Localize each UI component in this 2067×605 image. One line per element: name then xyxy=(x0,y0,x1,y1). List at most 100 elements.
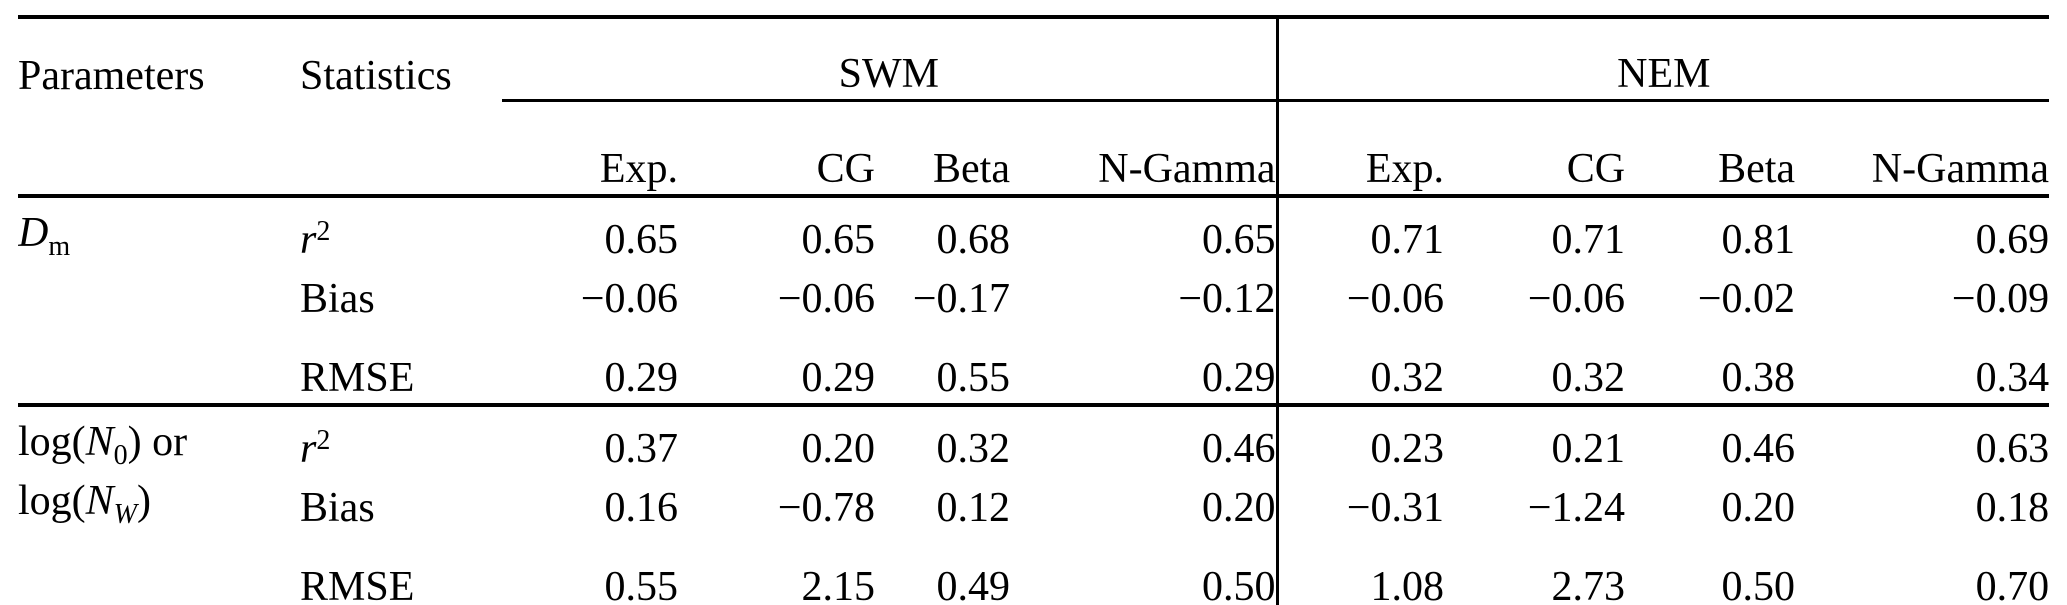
stat-label-r2: r2 xyxy=(300,196,502,265)
stat-symbol: r xyxy=(300,217,317,263)
stat-value-cell: 0.12 xyxy=(936,485,1011,531)
stat-label-rmse: RMSE xyxy=(300,324,502,407)
table-row: RMSE 0.29 0.29 0.55 0.29 0.32 0.32 0.38 … xyxy=(18,324,2050,407)
parameter-label-empty xyxy=(18,265,300,324)
parameter-group-logn: log(N0) or r2 0.37 0.20 0.32 0.46 0.23 0… xyxy=(18,405,2049,605)
header-cell-nem-beta: Beta xyxy=(1625,100,1796,198)
stat-value-cell: 0.69 xyxy=(1975,217,2050,263)
header-cell-swm-exp: Exp. xyxy=(502,100,678,198)
stat-value-cell: 0.32 xyxy=(936,426,1011,472)
table-row: log(NW) Bias 0.16 −0.78 0.12 0.20 −0.31 … xyxy=(18,474,2049,533)
parameter-text: ) xyxy=(137,478,151,524)
parameter-subscript: 0 xyxy=(113,440,128,471)
stat-value-cell: −0.31 xyxy=(1346,485,1445,531)
stat-value-cell: 0.50 xyxy=(1010,533,1279,605)
stat-value-cell: −0.06 xyxy=(1346,276,1445,322)
header-cell-nem-ngamma: N-Gamma xyxy=(1795,100,2050,198)
stat-value-cell: −0.06 xyxy=(580,276,678,322)
parameter-group-dm: Dm r2 0.65 0.65 0.68 0.65 0.71 0.71 0.81… xyxy=(18,196,2050,407)
stat-value-cell: 0.68 xyxy=(936,217,1011,263)
header-row-models: Exp. CG Beta N-Gamma Exp. CG Beta N-Gamm… xyxy=(18,100,2050,198)
stat-value-cell: 0.65 xyxy=(801,217,876,263)
stat-symbol: r xyxy=(300,426,317,472)
parameter-symbol: D xyxy=(18,210,49,256)
stat-value-cell: −0.17 xyxy=(912,276,1010,322)
stat-value-cell: 0.20 xyxy=(1721,485,1796,531)
stat-value-cell: 0.46 xyxy=(1721,426,1796,472)
stat-value-cell: 0.32 xyxy=(1444,324,1626,407)
stat-value-cell: 2.73 xyxy=(1551,564,1626,605)
stat-superscript: 2 xyxy=(316,216,331,247)
parameter-subscript: m xyxy=(48,231,71,262)
header-row-groups: Parameters Statistics SWM NEM xyxy=(18,17,2050,102)
stat-value-cell: 0.16 xyxy=(604,485,679,531)
stat-value-cell: 0.63 xyxy=(1975,426,2050,472)
stat-label-bias: Bias xyxy=(300,485,375,531)
stat-label-bias: Bias xyxy=(300,276,375,322)
table-header: Parameters Statistics SWM NEM Exp. CG Be… xyxy=(18,17,2050,198)
parameter-text: ) or xyxy=(127,419,188,465)
header-cell-swm-cg: CG xyxy=(678,100,875,198)
stat-value-cell: 0.37 xyxy=(604,426,679,472)
header-cell-empty xyxy=(18,100,300,198)
stat-value-cell: 0.34 xyxy=(1795,324,2050,407)
parameter-label-dm: Dm xyxy=(18,196,300,265)
stat-value-cell: −0.09 xyxy=(1951,276,2050,322)
table-row: log(N0) or r2 0.37 0.20 0.32 0.46 0.23 0… xyxy=(18,405,2049,474)
stat-value-cell: 2.15 xyxy=(801,564,876,605)
stat-value-cell: 0.70 xyxy=(1975,564,2050,605)
parameter-text: log( xyxy=(18,478,86,524)
stat-value-cell: 0.20 xyxy=(1010,474,1279,533)
parameter-text: log( xyxy=(18,419,86,465)
stat-value-cell: −0.78 xyxy=(777,485,875,531)
stat-value-cell: 0.55 xyxy=(604,564,679,605)
stat-value-cell: 0.29 xyxy=(678,324,875,407)
header-cell-swm-ngamma: N-Gamma xyxy=(1010,100,1279,198)
stat-value-cell: −0.02 xyxy=(1697,276,1796,322)
header-cell-swm-group: SWM xyxy=(502,17,1279,102)
stat-value-cell: 1.08 xyxy=(1370,564,1445,605)
stat-value-cell: 0.18 xyxy=(1975,485,2050,531)
stat-value-cell: 0.46 xyxy=(1010,405,1279,474)
table-row: RMSE 0.55 2.15 0.49 0.50 1.08 2.73 0.50 … xyxy=(18,533,2049,605)
parameter-label-empty xyxy=(18,324,300,407)
stat-value-cell: −1.24 xyxy=(1527,485,1626,531)
header-cell-nem-exp: Exp. xyxy=(1277,100,1445,198)
table-row: Dm r2 0.65 0.65 0.68 0.65 0.71 0.71 0.81… xyxy=(18,196,2049,265)
parameter-symbol: N xyxy=(85,419,114,465)
stat-value-cell: 0.29 xyxy=(502,324,678,407)
header-cell-statistics: Statistics xyxy=(300,52,452,99)
stat-value-cell: 0.65 xyxy=(1010,196,1279,265)
stat-value-cell: −0.06 xyxy=(777,276,875,322)
stat-value-cell: 0.50 xyxy=(1721,564,1796,605)
table-row: Bias −0.06 −0.06 −0.17 −0.12 −0.06 −0.06… xyxy=(18,265,2049,324)
stat-value-cell: 0.49 xyxy=(936,564,1011,605)
stat-value-cell: 0.71 xyxy=(1551,217,1626,263)
parameter-subscript: W xyxy=(113,499,137,530)
table-container: Parameters Statistics SWM NEM Exp. CG Be… xyxy=(18,15,2050,605)
header-cell-empty xyxy=(300,100,502,198)
stat-value-cell: 0.65 xyxy=(604,217,679,263)
header-cell-swm-beta: Beta xyxy=(875,100,1010,198)
header-cell-nem-cg: CG xyxy=(1444,100,1626,198)
statistics-table: Parameters Statistics SWM NEM Exp. CG Be… xyxy=(18,15,2050,605)
stat-value-cell: −0.12 xyxy=(1010,265,1279,324)
header-cell-nem-group: NEM xyxy=(1277,17,2050,102)
parameter-label-logn0: log(N0) or xyxy=(18,405,300,474)
stat-label-rmse: RMSE xyxy=(300,564,415,605)
stat-value-cell: 0.21 xyxy=(1551,426,1626,472)
stat-value-cell: 0.32 xyxy=(1277,324,1445,407)
stat-value-cell: 0.29 xyxy=(1010,324,1279,407)
stat-value-cell: −0.06 xyxy=(1527,276,1626,322)
stat-label-r2: r2 xyxy=(300,405,502,474)
parameter-symbol: N xyxy=(85,478,114,524)
stat-value-cell: 0.71 xyxy=(1370,217,1445,263)
stat-superscript: 2 xyxy=(316,425,331,456)
stat-value-cell: 0.81 xyxy=(1721,217,1796,263)
stat-value-cell: 0.23 xyxy=(1370,426,1445,472)
parameter-label-lognw: log(NW) xyxy=(18,474,300,533)
header-cell-parameters: Parameters xyxy=(18,52,205,99)
stat-value-cell: 0.20 xyxy=(801,426,876,472)
parameter-label-empty xyxy=(18,533,300,605)
